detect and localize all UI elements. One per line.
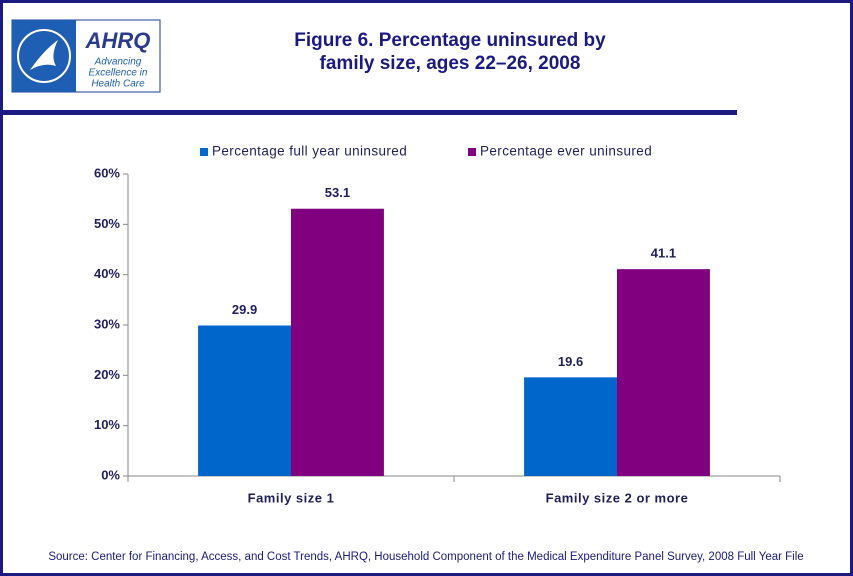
source-note: Source: Center for Financing, Access, an…	[48, 551, 803, 563]
data-label: 19.6	[558, 354, 583, 369]
legend-swatch	[200, 148, 208, 156]
logo-tagline: Health Care	[91, 79, 145, 90]
legend-label: Percentage ever uninsured	[480, 144, 652, 159]
seal-eagle	[30, 40, 58, 70]
bar	[291, 208, 384, 477]
legend-swatch	[468, 148, 476, 156]
bar	[524, 377, 617, 476]
legend-label: Percentage full year uninsured	[212, 144, 407, 159]
y-tick-label: 10%	[94, 417, 120, 432]
bar	[198, 325, 291, 476]
x-tick-label: Family size 2 or more	[546, 490, 689, 505]
y-tick-label: 20%	[94, 367, 120, 382]
y-tick-label: 30%	[94, 316, 120, 331]
data-label: 41.1	[651, 246, 676, 261]
y-tick-label: 50%	[94, 216, 120, 231]
seal-ring	[17, 29, 71, 83]
chart-title: Figure 6. Percentage uninsured by	[294, 30, 606, 51]
logo-tagline: Excellence in	[89, 68, 148, 79]
y-tick-label: 60%	[94, 165, 120, 180]
header-rule	[0, 110, 737, 115]
data-label: 53.1	[325, 185, 350, 200]
logo-name: AHRQ	[85, 28, 151, 53]
bar	[617, 269, 710, 476]
y-tick-label: 40%	[94, 266, 120, 281]
chart-title: family size, ages 22–26, 2008	[320, 53, 581, 74]
logo: AHRQ Advancing Excellence in Health Care	[11, 19, 161, 93]
logo-tagline: Advancing	[94, 57, 142, 68]
y-tick-label: 0%	[101, 467, 120, 482]
x-tick-label: Family size 1	[248, 490, 335, 505]
data-label: 29.9	[232, 302, 257, 317]
